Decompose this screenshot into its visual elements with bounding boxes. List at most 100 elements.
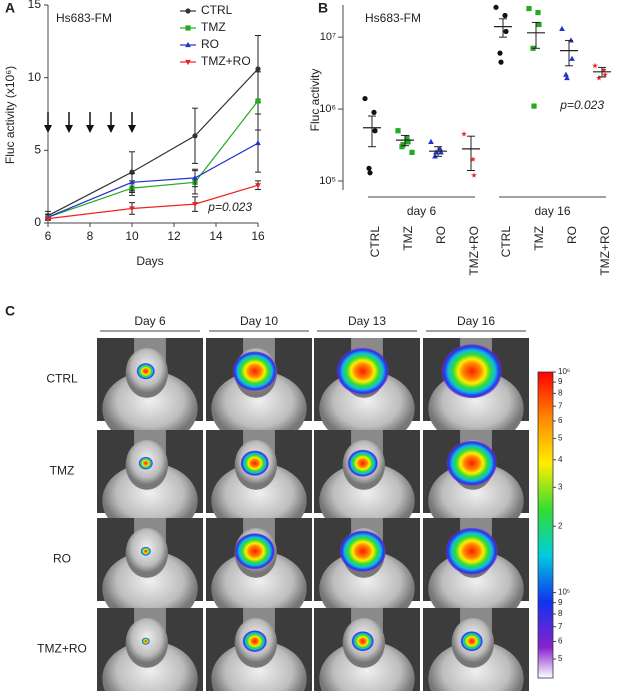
row-label: TMZ	[50, 464, 75, 478]
series-line	[47, 68, 259, 217]
mouse-body	[319, 551, 415, 626]
arrow-head	[128, 125, 136, 133]
marker	[503, 28, 509, 35]
bioluminescence-image	[423, 338, 529, 446]
marker	[433, 149, 439, 155]
mouse-body	[102, 371, 198, 446]
legend-label: TMZ+RO	[201, 54, 251, 68]
x-tick-label: TMZ	[532, 226, 546, 251]
colorbar-tick-label: 6	[558, 416, 563, 425]
colorbar-tick-label: 4	[558, 455, 563, 464]
treatment-arrow	[65, 112, 73, 133]
colorbar-tick-label: 5	[558, 654, 563, 663]
column-header: Day 10	[240, 314, 278, 328]
marker	[255, 98, 261, 104]
signal-blob	[336, 347, 389, 395]
colorbar	[537, 371, 554, 679]
chart-title: Hs683-FM	[365, 11, 421, 25]
error-bar	[434, 146, 442, 157]
x-tick-label: 10	[125, 229, 139, 243]
row-label: RO	[53, 552, 71, 566]
marker	[564, 74, 570, 81]
marker	[535, 9, 541, 16]
row-label: CTRL	[46, 372, 78, 386]
marker	[45, 216, 51, 222]
colorbar-tick-label: 5	[558, 434, 563, 443]
colorbar-tick-label: 9	[558, 598, 563, 607]
marker	[192, 174, 198, 181]
y-tick-label: 10⁶	[319, 103, 336, 115]
bioluminescence-image	[314, 338, 420, 446]
colorbar-tick-label: 10⁵	[558, 588, 570, 597]
x-tick-label: TMZ	[401, 226, 415, 251]
bioluminescence-image	[423, 608, 529, 691]
x-axis-label: Days	[136, 254, 163, 268]
marker	[255, 139, 261, 146]
bioluminescence-image	[206, 608, 312, 691]
error-bar	[499, 18, 507, 38]
signal-blob	[445, 527, 498, 575]
group-label: day 6	[407, 204, 437, 218]
marker	[497, 50, 503, 56]
error-bar	[368, 115, 376, 148]
y-tick-label: 15	[28, 0, 42, 11]
legend-label: RO	[201, 37, 219, 51]
marker	[438, 149, 444, 155]
colorbar-tick-label: 7	[558, 622, 563, 631]
panel-label: A	[5, 0, 15, 16]
marker	[569, 55, 575, 61]
colorbar-tick-label: 6	[558, 637, 563, 646]
x-tick-label: CTRL	[499, 226, 513, 258]
row-label: TMZ+RO	[37, 642, 87, 656]
bioluminescence-image	[97, 608, 203, 691]
colorbar-tick-label: 8	[558, 609, 563, 618]
marker	[400, 142, 406, 148]
signal-blob	[140, 546, 151, 556]
colorbar-tick-label: 8	[558, 388, 563, 397]
x-tick-label: 6	[45, 229, 52, 243]
annotation: p=0.023	[559, 98, 604, 112]
marker	[185, 8, 191, 14]
panel-label: B	[318, 0, 328, 16]
marker	[536, 21, 542, 28]
colorbar-tick-label: 3	[558, 482, 563, 491]
marker	[563, 71, 569, 77]
column-header: Day 16	[457, 314, 495, 328]
colorbar-tick-label: 9	[558, 377, 563, 386]
marker	[596, 74, 602, 81]
marker	[531, 103, 537, 109]
signal-blob	[232, 351, 277, 392]
marker	[461, 130, 467, 137]
y-tick-label: 0	[34, 215, 41, 229]
signal-blob	[234, 533, 275, 570]
colorbar-tick-label: 2	[558, 521, 563, 530]
marker	[372, 128, 378, 134]
y-tick-label: 10⁵	[319, 175, 336, 187]
marker	[471, 172, 477, 178]
y-axis-label: Fluc activity (x10⁶)	[3, 66, 17, 164]
marker	[366, 165, 372, 171]
arrow-head	[107, 125, 115, 133]
x-tick-label: 16	[251, 229, 265, 243]
marker	[362, 95, 368, 102]
treatment-arrow	[128, 112, 136, 133]
series-line	[47, 100, 259, 218]
error-bar	[467, 135, 475, 172]
signal-blob	[240, 450, 269, 476]
colorbar-tick-label: 10⁶	[558, 367, 570, 376]
mouse-body	[211, 551, 307, 626]
group-label: day 16	[534, 204, 570, 218]
marker	[526, 5, 532, 12]
marker	[601, 66, 607, 73]
x-tick-label: 8	[87, 229, 94, 243]
error-bar	[565, 39, 573, 67]
signal-blob	[138, 456, 153, 470]
x-tick-label: RO	[565, 226, 579, 244]
bioluminescence-image	[206, 338, 312, 446]
marker	[568, 37, 574, 43]
y-tick-label: 10	[28, 70, 42, 84]
y-tick-label: 10⁷	[320, 31, 336, 43]
error-bar	[598, 66, 606, 78]
marker	[185, 59, 191, 66]
